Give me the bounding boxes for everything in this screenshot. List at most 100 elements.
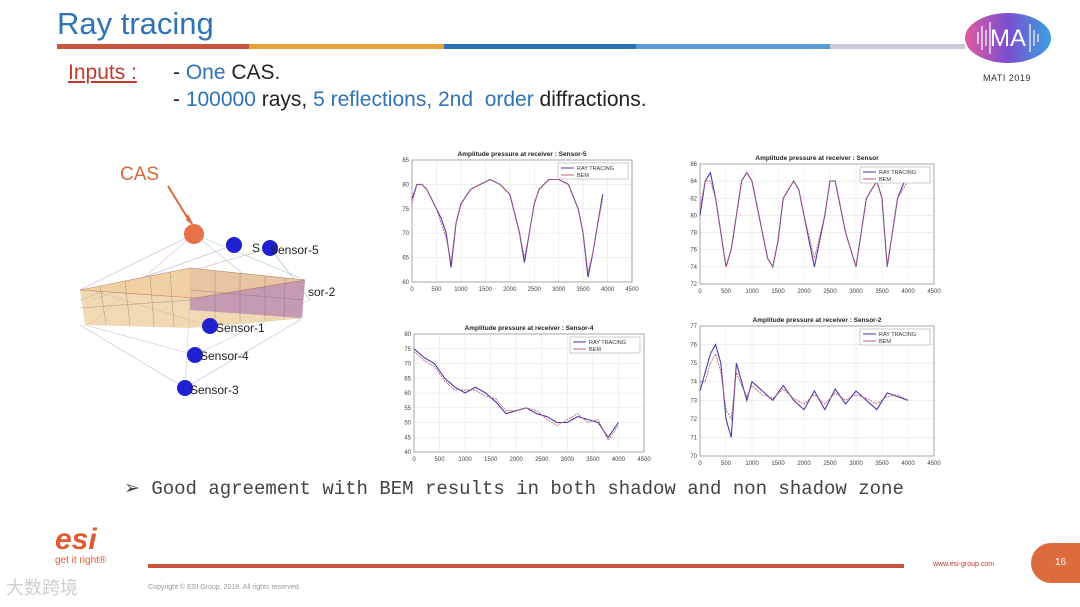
slide-title: Ray tracing [57, 6, 214, 41]
y-tick-label: 65 [402, 256, 409, 262]
line1-highlight: One [185, 61, 226, 84]
x-tick-label: 1000 [454, 287, 468, 293]
y-tick-label: 70 [690, 454, 697, 460]
footer-url[interactable]: www.esi-group.com [933, 561, 995, 568]
x-tick-label: 1500 [771, 461, 785, 467]
line2-prefix: - [173, 88, 186, 111]
legend-box [557, 162, 629, 180]
y-tick-label: 84 [690, 179, 697, 185]
y-tick-label: 72 [690, 417, 697, 423]
y-tick-label: 71 [690, 435, 697, 441]
series-line-bem [413, 351, 619, 442]
chart-title: Amplitude pressure at receiver : Sensor-… [458, 151, 587, 158]
title-bar-red [57, 44, 249, 49]
y-tick-label: 74 [690, 380, 697, 386]
esi-tagline: get it right® [55, 555, 107, 566]
series-line-bem [700, 352, 909, 421]
series-line-ray-tracing [699, 343, 909, 438]
line2-suffix: diffractions. [533, 88, 647, 111]
x-tick-label: 0 [698, 289, 702, 295]
x-tick-label: 2500 [535, 457, 549, 463]
sensor-4-label: Sensor-4 [200, 349, 249, 363]
x-tick-label: 4500 [637, 457, 651, 463]
y-tick-label: 82 [690, 196, 697, 202]
line1-prefix: - [173, 61, 186, 84]
input-line-1: - One CAS. [173, 61, 280, 85]
x-tick-label: 4000 [601, 287, 615, 293]
sensor-5-label: Sensor-5 [270, 243, 319, 257]
legend-label: BEM [879, 339, 891, 345]
plot-frame [413, 333, 645, 453]
y-tick-label: 80 [690, 213, 697, 219]
x-tick-label: 4500 [927, 289, 941, 295]
legend-label: RAY TRACING [879, 170, 916, 176]
legend-label: BEM [589, 347, 601, 353]
chart-title: Amplitude pressure at receiver : Sensor-… [753, 317, 882, 324]
y-tick-label: 77 [690, 324, 697, 330]
x-tick-label: 0 [698, 461, 702, 467]
line2-highlight-2: 5 reflections, 2nd order [313, 88, 534, 111]
x-tick-label: 3000 [849, 289, 863, 295]
chart-sensor-4: 0 500 1000 1500 2000 2500 3000 3500 4000 4500 40 45… [390, 320, 660, 468]
x-tick-label: 500 [721, 289, 732, 295]
title-bar-blue [444, 44, 636, 49]
sensor-5-icon [226, 237, 242, 253]
title-bar-orange [249, 44, 444, 49]
x-tick-label: 0 [412, 457, 416, 463]
y-tick-label: 75 [690, 361, 697, 367]
copyright-text: Copyright © ESI Group, 2018. All rights … [148, 584, 301, 591]
y-tick-label: 80 [404, 332, 411, 338]
sensor-3-label: Sensor-3 [190, 383, 239, 397]
logo-text: MA [990, 25, 1026, 52]
x-tick-label: 3500 [586, 457, 600, 463]
x-tick-label: 2000 [797, 461, 811, 467]
line2-mid: rays, [255, 88, 314, 111]
x-tick-label: 1000 [745, 289, 759, 295]
line2-highlight-1: 100000 [185, 88, 256, 111]
conclusion-text: ➢ Good agreement with BEM results in bot… [124, 478, 904, 500]
y-tick-label: 70 [404, 362, 411, 368]
legend-label: RAY TRACING [879, 332, 916, 338]
cas-arrow-head [186, 214, 194, 226]
chart-sensor-5: 0 500 1000 1500 2000 2500 3000 3500 4000 4500 60 65… [388, 146, 648, 298]
x-tick-label: 2500 [823, 461, 837, 467]
legend-box [859, 166, 931, 184]
x-tick-label: 2500 [528, 287, 542, 293]
x-tick-label: 3500 [875, 289, 889, 295]
mati-logo-icon: MA [965, 13, 1051, 63]
x-tick-label: 4500 [927, 461, 941, 467]
box-mesh [79, 271, 304, 328]
y-tick-label: 76 [690, 248, 697, 254]
input-line-2: - 100000 rays, 5 reflections, 2nd order … [173, 88, 647, 112]
y-tick-label: 45 [404, 435, 411, 441]
y-tick-label: 55 [404, 406, 411, 412]
box-top [79, 267, 306, 299]
x-tick-label: 4000 [612, 457, 626, 463]
y-tick-label: 60 [404, 391, 411, 397]
y-tick-label: 72 [690, 282, 697, 288]
page-number-badge: 16 [1031, 543, 1080, 583]
x-tick-label: 3000 [552, 287, 566, 293]
x-tick-label: 1500 [484, 457, 498, 463]
inputs-label: Inputs : [68, 61, 137, 84]
y-tick-label: 73 [690, 398, 697, 404]
plot-frame [411, 159, 633, 283]
esi-logo-text: esi [55, 523, 97, 556]
series-line-ray-tracing [413, 348, 619, 439]
x-tick-label: 3000 [849, 461, 863, 467]
chart-title: Amplitude pressure at receiver : Sensor [755, 155, 879, 162]
y-tick-label: 85 [402, 158, 409, 164]
esi-logo: esi get it right® [55, 523, 107, 567]
legend-box [569, 336, 641, 354]
legend-label: BEM [879, 177, 891, 183]
title-bar-gray [830, 44, 965, 49]
y-tick-label: 75 [404, 347, 411, 353]
y-tick-label: 60 [402, 280, 409, 286]
sensor-3-icon [177, 380, 193, 396]
x-tick-label: 3500 [576, 287, 590, 293]
x-tick-label: 3500 [875, 461, 889, 467]
sensor-4-icon [187, 347, 203, 363]
line1-suffix: CAS. [225, 61, 281, 84]
legend-box [859, 328, 931, 346]
footer-line [148, 564, 904, 568]
